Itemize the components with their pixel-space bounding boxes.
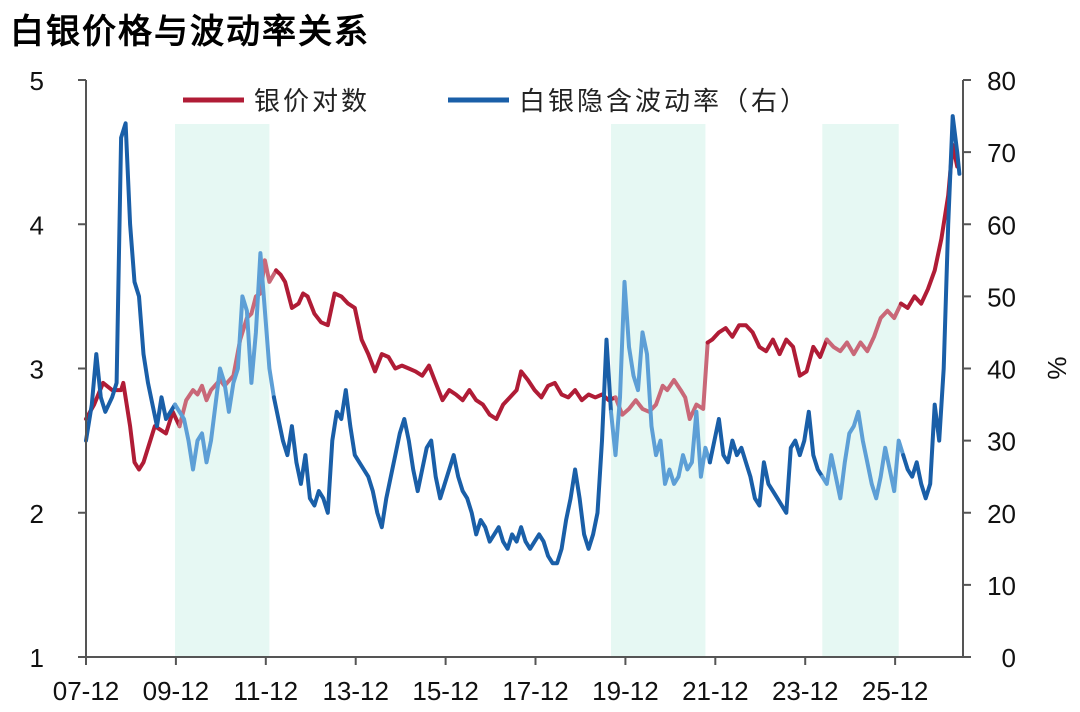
x-tick-label: 21-12: [682, 676, 749, 706]
shaded-period-2: [611, 124, 706, 657]
right-tick-label: 80: [987, 66, 1016, 96]
right-tick-label: 0: [1002, 643, 1016, 673]
x-tick-label: 17-12: [502, 676, 569, 706]
x-tick-label: 07-12: [53, 676, 120, 706]
series-vol: [84, 114, 962, 566]
left-tick-label: 2: [30, 499, 44, 529]
series-line-segment: [707, 409, 825, 515]
right-tick-label: 50: [987, 282, 1016, 312]
x-tick-label: 13-12: [322, 676, 389, 706]
legend-label-price: 银价对数: [254, 87, 370, 117]
legend-label-vol: 白银隐含波动率（右）: [519, 87, 809, 117]
left-tick-label: 1: [30, 643, 44, 673]
right-tick-label: 40: [987, 355, 1016, 385]
shaded-periods: [175, 124, 899, 657]
series-line-segment: [271, 337, 613, 566]
shaded-period-3: [822, 124, 899, 657]
series-line-segment: [84, 121, 177, 443]
right-tick-label: 20: [987, 499, 1016, 529]
series-line-segment: [613, 340, 710, 421]
left-tick-label: 4: [30, 210, 44, 240]
right-tick-label: 30: [987, 427, 1016, 457]
x-tick-label: 23-12: [772, 676, 839, 706]
x-tick-label: 09-12: [143, 676, 210, 706]
series-line-segment: [173, 251, 276, 472]
series-line-segment: [609, 279, 712, 486]
right-axis-unit: %: [1042, 356, 1072, 379]
series-line-segment: [274, 268, 618, 421]
series-line-segment: [820, 409, 906, 501]
series-line-segment: [901, 114, 962, 501]
left-tick-label: 5: [30, 66, 44, 96]
x-tick-label: 15-12: [412, 676, 479, 706]
series-lines: [84, 114, 962, 566]
shaded-period-1: [175, 124, 270, 657]
x-tick-label: 25-12: [862, 676, 929, 706]
x-tick-label: 19-12: [592, 676, 659, 706]
legend: 银价对数 白银隐含波动率（右）: [183, 87, 809, 117]
series-line-segment: [705, 323, 829, 378]
series-line-segment: [84, 380, 182, 472]
x-tick-label: 11-12: [234, 676, 299, 706]
left-tick-label: 3: [30, 355, 44, 385]
right-tick-label: 60: [987, 210, 1016, 240]
chart-title: 白银价格与波动率关系: [10, 12, 370, 52]
right-tick-label: 10: [987, 571, 1016, 601]
right-tick-label: 70: [987, 138, 1016, 168]
series-line-segment: [824, 301, 903, 357]
